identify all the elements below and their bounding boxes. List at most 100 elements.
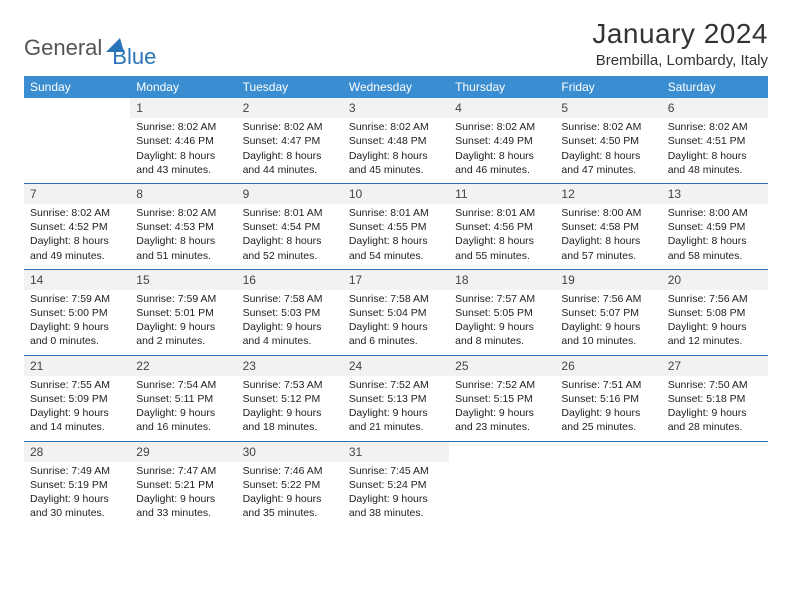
daylight-text: Daylight: 9 hours and 25 minutes. xyxy=(561,406,655,434)
calendar-day-cell: 9 Sunrise: 8:01 AMSunset: 4:54 PMDaylight… xyxy=(237,184,343,269)
sunrise-text: Sunrise: 7:52 AM xyxy=(349,378,443,392)
daylight-text: Daylight: 9 hours and 0 minutes. xyxy=(30,320,124,348)
sunrise-text: Sunrise: 8:00 AM xyxy=(668,206,762,220)
sunrise-text: Sunrise: 8:02 AM xyxy=(561,120,655,134)
calendar-day-cell: 11Sunrise: 8:01 AMSunset: 4:56 PMDayligh… xyxy=(449,184,555,269)
header: General Blue January 2024 Brembilla, Lom… xyxy=(24,18,768,70)
calendar-day-cell: 17Sunrise: 7:58 AMSunset: 5:04 PMDayligh… xyxy=(343,270,449,355)
daylight-text: Daylight: 9 hours and 33 minutes. xyxy=(136,492,230,520)
calendar-day-cell: 2Sunrise: 8:02 AMSunset: 4:47 PMDaylight… xyxy=(237,98,343,183)
day-number: 29 xyxy=(130,442,236,462)
calendar-day-cell: 29Sunrise: 7:47 AMSunset: 5:21 PMDayligh… xyxy=(130,442,236,527)
sunrise-text: Sunrise: 7:55 AM xyxy=(30,378,124,392)
daylight-text: Daylight: 9 hours and 10 minutes. xyxy=(561,320,655,348)
calendar-day-cell: 15Sunrise: 7:59 AMSunset: 5:01 PMDayligh… xyxy=(130,270,236,355)
day-number: 5 xyxy=(555,98,661,118)
weekday-header: Sunday xyxy=(24,76,130,98)
sunset-text: Sunset: 4:52 PM xyxy=(30,220,124,234)
calendar-day-cell: 12Sunrise: 8:00 AMSunset: 4:58 PMDayligh… xyxy=(555,184,661,269)
daylight-text: Daylight: 8 hours and 54 minutes. xyxy=(349,234,443,262)
sunrise-text: Sunrise: 7:51 AM xyxy=(561,378,655,392)
sunrise-text: Sunrise: 8:01 AM xyxy=(243,206,337,220)
day-number: 15 xyxy=(130,270,236,290)
calendar-week: 14Sunrise: 7:59 AMSunset: 5:00 PMDayligh… xyxy=(24,270,768,356)
daylight-text: Daylight: 9 hours and 4 minutes. xyxy=(243,320,337,348)
day-number: 9 xyxy=(237,184,343,204)
calendar-day-cell: 1Sunrise: 8:02 AMSunset: 4:46 PMDaylight… xyxy=(130,98,236,183)
day-number: 13 xyxy=(662,184,768,204)
daylight-text: Daylight: 8 hours and 57 minutes. xyxy=(561,234,655,262)
day-number: 30 xyxy=(237,442,343,462)
calendar-day-cell: 7Sunrise: 8:02 AMSunset: 4:52 PMDaylight… xyxy=(24,184,130,269)
weekday-header: Thursday xyxy=(449,76,555,98)
sunrise-text: Sunrise: 7:53 AM xyxy=(243,378,337,392)
calendar: SundayMondayTuesdayWednesdayThursdayFrid… xyxy=(24,76,768,526)
sunset-text: Sunset: 5:05 PM xyxy=(455,306,549,320)
calendar-week: 21Sunrise: 7:55 AMSunset: 5:09 PMDayligh… xyxy=(24,356,768,442)
sunset-text: Sunset: 4:54 PM xyxy=(243,220,337,234)
calendar-day-cell: 8Sunrise: 8:02 AMSunset: 4:53 PMDaylight… xyxy=(130,184,236,269)
sunset-text: Sunset: 5:13 PM xyxy=(349,392,443,406)
daylight-text: Daylight: 8 hours and 52 minutes. xyxy=(243,234,337,262)
location-subtitle: Brembilla, Lombardy, Italy xyxy=(592,52,768,69)
sunrise-text: Sunrise: 7:58 AM xyxy=(349,292,443,306)
calendar-day-cell: 18Sunrise: 7:57 AMSunset: 5:05 PMDayligh… xyxy=(449,270,555,355)
calendar-day-cell: 27Sunrise: 7:50 AMSunset: 5:18 PMDayligh… xyxy=(662,356,768,441)
weekday-header: Saturday xyxy=(662,76,768,98)
sunrise-text: Sunrise: 8:01 AM xyxy=(349,206,443,220)
sunset-text: Sunset: 5:04 PM xyxy=(349,306,443,320)
daylight-text: Daylight: 9 hours and 2 minutes. xyxy=(136,320,230,348)
sunset-text: Sunset: 4:55 PM xyxy=(349,220,443,234)
calendar-day-cell: 26Sunrise: 7:51 AMSunset: 5:16 PMDayligh… xyxy=(555,356,661,441)
daylight-text: Daylight: 9 hours and 6 minutes. xyxy=(349,320,443,348)
weekday-header: Monday xyxy=(130,76,236,98)
daylight-text: Daylight: 8 hours and 47 minutes. xyxy=(561,149,655,177)
calendar-day-cell: 23Sunrise: 7:53 AMSunset: 5:12 PMDayligh… xyxy=(237,356,343,441)
day-number: 10 xyxy=(343,184,449,204)
calendar-day-cell: 16Sunrise: 7:58 AMSunset: 5:03 PMDayligh… xyxy=(237,270,343,355)
sunset-text: Sunset: 4:53 PM xyxy=(136,220,230,234)
daylight-text: Daylight: 8 hours and 46 minutes. xyxy=(455,149,549,177)
daylight-text: Daylight: 9 hours and 28 minutes. xyxy=(668,406,762,434)
calendar-day-cell: 28Sunrise: 7:49 AMSunset: 5:19 PMDayligh… xyxy=(24,442,130,527)
calendar-week: 1Sunrise: 8:02 AMSunset: 4:46 PMDaylight… xyxy=(24,98,768,184)
daylight-text: Daylight: 8 hours and 45 minutes. xyxy=(349,149,443,177)
sunrise-text: Sunrise: 7:45 AM xyxy=(349,464,443,478)
calendar-day-cell xyxy=(24,98,130,183)
day-number: 22 xyxy=(130,356,236,376)
sunrise-text: Sunrise: 8:02 AM xyxy=(136,120,230,134)
sunset-text: Sunset: 4:49 PM xyxy=(455,134,549,148)
daylight-text: Daylight: 8 hours and 58 minutes. xyxy=(668,234,762,262)
day-number: 27 xyxy=(662,356,768,376)
sunset-text: Sunset: 5:08 PM xyxy=(668,306,762,320)
day-number: 16 xyxy=(237,270,343,290)
day-number: 4 xyxy=(449,98,555,118)
sunrise-text: Sunrise: 7:54 AM xyxy=(136,378,230,392)
weekday-header: Tuesday xyxy=(237,76,343,98)
calendar-day-cell: 22Sunrise: 7:54 AMSunset: 5:11 PMDayligh… xyxy=(130,356,236,441)
sunset-text: Sunset: 4:48 PM xyxy=(349,134,443,148)
calendar-day-cell xyxy=(555,442,661,527)
sunrise-text: Sunrise: 8:02 AM xyxy=(30,206,124,220)
day-number: 1 xyxy=(130,98,236,118)
day-number: 20 xyxy=(662,270,768,290)
daylight-text: Daylight: 9 hours and 23 minutes. xyxy=(455,406,549,434)
sunrise-text: Sunrise: 7:46 AM xyxy=(243,464,337,478)
daylight-text: Daylight: 9 hours and 21 minutes. xyxy=(349,406,443,434)
sunset-text: Sunset: 5:07 PM xyxy=(561,306,655,320)
calendar-day-cell: 20Sunrise: 7:56 AMSunset: 5:08 PMDayligh… xyxy=(662,270,768,355)
sunrise-text: Sunrise: 7:49 AM xyxy=(30,464,124,478)
sunset-text: Sunset: 4:59 PM xyxy=(668,220,762,234)
sunrise-text: Sunrise: 7:58 AM xyxy=(243,292,337,306)
calendar-day-cell: 14Sunrise: 7:59 AMSunset: 5:00 PMDayligh… xyxy=(24,270,130,355)
daylight-text: Daylight: 9 hours and 12 minutes. xyxy=(668,320,762,348)
calendar-day-cell: 10 Sunrise: 8:01 AMSunset: 4:55 PMDayligh… xyxy=(343,184,449,269)
sunrise-text: Sunrise: 8:02 AM xyxy=(349,120,443,134)
sunrise-text: Sunrise: 8:02 AM xyxy=(136,206,230,220)
calendar-day-cell: 4Sunrise: 8:02 AMSunset: 4:49 PMDaylight… xyxy=(449,98,555,183)
day-number: 26 xyxy=(555,356,661,376)
daylight-text: Daylight: 9 hours and 38 minutes. xyxy=(349,492,443,520)
sunset-text: Sunset: 5:18 PM xyxy=(668,392,762,406)
title-block: January 2024 Brembilla, Lombardy, Italy xyxy=(592,18,768,69)
daylight-text: Daylight: 8 hours and 48 minutes. xyxy=(668,149,762,177)
